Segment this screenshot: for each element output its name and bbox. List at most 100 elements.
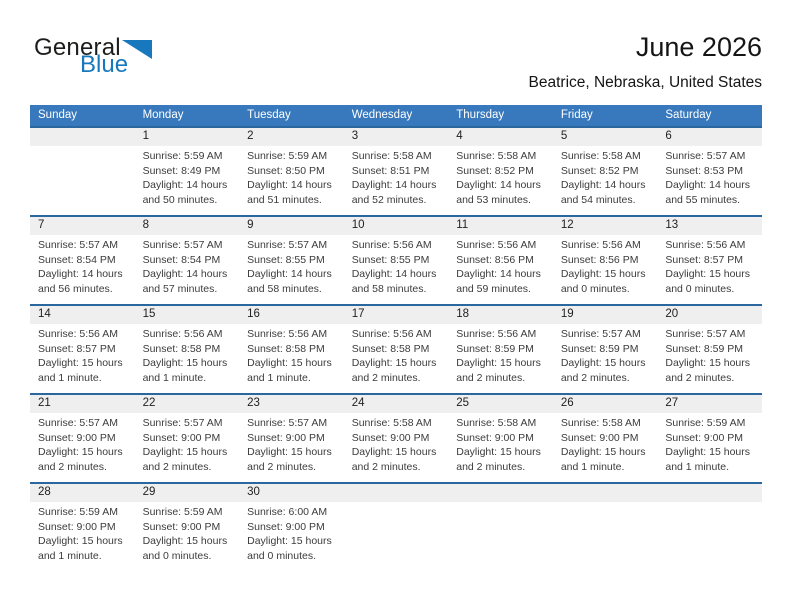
day-detail-line: Sunrise: 5:56 AM <box>351 239 432 251</box>
day-detail-line: Daylight: 14 hours <box>38 268 123 280</box>
calendar-header-row: Sunday Monday Tuesday Wednesday Thursday… <box>30 105 762 127</box>
day-number <box>657 484 762 502</box>
day-detail-line: Daylight: 15 hours <box>456 446 541 458</box>
day-detail-line: Daylight: 15 hours <box>351 357 437 369</box>
day-details: Sunrise: 5:56 AM Sunset: 8:58 PM Daylight:… <box>239 324 344 385</box>
day-number: 22 <box>134 395 240 413</box>
day-detail-line: Sunset: 8:49 PM <box>142 164 221 177</box>
day-cell: 21 Sunrise: 5:57 AM Sunset: 9:00 PM Dayligh… <box>30 394 135 483</box>
day-detail-line: Daylight: 15 hours <box>247 446 332 458</box>
day-detail-line: and 56 minutes. <box>38 282 113 295</box>
day-cell: 19 Sunrise: 5:57 AM Sunset: 8:59 PM Dayligh… <box>552 305 658 394</box>
day-details <box>553 502 658 505</box>
calendar-week-row: 28 Sunrise: 5:59 AM Sunset: 9:00 PM Dayligh… <box>30 483 762 571</box>
day-number: 5 <box>552 128 658 146</box>
day-header-thursday: Thursday <box>448 105 553 127</box>
day-number <box>30 128 135 146</box>
day-detail-line: Sunrise: 5:56 AM <box>38 328 118 340</box>
day-details: Sunrise: 5:56 AM Sunset: 8:58 PM Daylight:… <box>135 324 240 385</box>
day-cell: 5 Sunrise: 5:58 AM Sunset: 8:52 PM Daylight… <box>552 127 658 216</box>
day-detail-line: and 1 minute. <box>38 549 102 562</box>
day-cell: 4 Sunrise: 5:58 AM Sunset: 8:52 PM Daylight… <box>448 127 553 216</box>
day-cell: 13 Sunrise: 5:56 AM Sunset: 8:57 PM Dayligh… <box>657 216 762 305</box>
day-detail-line: Sunrise: 5:58 AM <box>351 417 432 429</box>
day-cell: 2 Sunrise: 5:59 AM Sunset: 8:50 PM Daylight… <box>239 127 344 216</box>
day-cell <box>552 483 658 571</box>
day-detail-line: Sunset: 8:56 PM <box>456 253 534 266</box>
title-block: June 2026 Beatrice, Nebraska, United Sta… <box>202 32 762 92</box>
day-details: Sunrise: 5:58 AM Sunset: 9:00 PM Daylight:… <box>553 413 658 474</box>
day-detail-line: Daylight: 14 hours <box>247 268 332 280</box>
day-detail-line: Daylight: 14 hours <box>142 179 228 191</box>
day-number: 17 <box>343 306 449 324</box>
day-detail-line: and 2 minutes. <box>142 460 212 473</box>
day-detail-line: and 0 minutes. <box>142 549 212 562</box>
day-detail-line: Sunset: 8:53 PM <box>665 164 744 177</box>
calendar-week-row: 7 Sunrise: 5:57 AM Sunset: 8:54 PM Daylight… <box>30 216 762 305</box>
day-detail-line: and 53 minutes. <box>456 193 531 206</box>
day-detail-line: Daylight: 15 hours <box>142 535 228 547</box>
day-detail-line: Sunset: 9:00 PM <box>38 520 116 533</box>
day-cell: 10 Sunrise: 5:56 AM Sunset: 8:55 PM Dayligh… <box>343 216 449 305</box>
day-header-saturday: Saturday <box>657 105 762 127</box>
day-details: Sunrise: 5:59 AM Sunset: 9:00 PM Daylight:… <box>657 413 762 474</box>
day-detail-line: Daylight: 14 hours <box>351 179 437 191</box>
day-header-monday: Monday <box>134 105 240 127</box>
day-cell: 30 Sunrise: 6:00 AM Sunset: 9:00 PM Dayligh… <box>239 483 344 571</box>
day-detail-line: Sunrise: 5:59 AM <box>38 506 118 518</box>
day-detail-line: Daylight: 15 hours <box>38 446 123 458</box>
day-details: Sunrise: 5:56 AM Sunset: 8:57 PM Daylight:… <box>30 324 135 385</box>
day-detail-line: Daylight: 15 hours <box>38 535 123 547</box>
month-title: June 2026 <box>635 32 762 62</box>
day-details: Sunrise: 5:58 AM Sunset: 8:52 PM Daylight:… <box>448 146 553 207</box>
day-number: 4 <box>448 128 553 146</box>
day-cell: 24 Sunrise: 5:58 AM Sunset: 9:00 PM Dayligh… <box>343 394 449 483</box>
day-detail-line: Sunset: 9:00 PM <box>38 431 116 444</box>
day-cell: 16 Sunrise: 5:56 AM Sunset: 8:58 PM Dayligh… <box>239 305 344 394</box>
day-detail-line: and 2 minutes. <box>456 460 526 473</box>
day-detail-line: Sunset: 9:00 PM <box>560 431 639 444</box>
day-number: 28 <box>30 484 135 502</box>
day-detail-line: Sunset: 8:58 PM <box>247 342 325 355</box>
day-detail-line: and 58 minutes. <box>351 282 427 295</box>
day-detail-line: Daylight: 15 hours <box>142 357 228 369</box>
logo-text-blue: Blue <box>80 51 129 78</box>
day-number: 21 <box>30 395 135 413</box>
day-detail-line: Daylight: 14 hours <box>142 268 228 280</box>
day-cell: 14 Sunrise: 5:56 AM Sunset: 8:57 PM Dayligh… <box>30 305 135 394</box>
day-detail-line: Sunrise: 5:56 AM <box>665 239 746 251</box>
day-detail-line: Sunrise: 5:59 AM <box>665 417 746 429</box>
day-number: 26 <box>552 395 658 413</box>
calendar-table: Sunday Monday Tuesday Wednesday Thursday… <box>30 105 762 571</box>
day-number: 11 <box>448 217 553 235</box>
day-number: 6 <box>657 128 762 146</box>
day-detail-line: Sunset: 8:58 PM <box>351 342 430 355</box>
day-detail-line: and 0 minutes. <box>665 282 735 295</box>
day-details: Sunrise: 5:57 AM Sunset: 8:54 PM Daylight:… <box>135 235 240 296</box>
day-number: 30 <box>239 484 344 502</box>
day-number: 13 <box>657 217 762 235</box>
day-details: Sunrise: 5:56 AM Sunset: 8:59 PM Daylight:… <box>448 324 553 385</box>
day-detail-line: Sunrise: 5:56 AM <box>142 328 223 340</box>
day-detail-line: and 55 minutes. <box>665 193 741 206</box>
day-detail-line: Daylight: 15 hours <box>560 268 646 280</box>
day-number: 23 <box>239 395 344 413</box>
day-number: 19 <box>552 306 658 324</box>
day-details <box>344 502 449 505</box>
calendar-week-row: 21 Sunrise: 5:57 AM Sunset: 9:00 PM Dayligh… <box>30 394 762 483</box>
calendar-body: 1 Sunrise: 5:59 AM Sunset: 8:49 PM Daylight… <box>30 127 762 571</box>
day-details: Sunrise: 5:57 AM Sunset: 9:00 PM Daylight:… <box>30 413 135 474</box>
day-number: 14 <box>30 306 135 324</box>
day-detail-line: Sunrise: 5:57 AM <box>142 417 223 429</box>
day-cell: 15 Sunrise: 5:56 AM Sunset: 8:58 PM Dayligh… <box>134 305 240 394</box>
day-detail-line: Sunset: 8:55 PM <box>247 253 325 266</box>
day-detail-line: and 57 minutes. <box>142 282 218 295</box>
day-detail-line: Daylight: 14 hours <box>247 179 332 191</box>
day-number: 20 <box>657 306 762 324</box>
day-detail-line: Daylight: 15 hours <box>665 357 751 369</box>
day-detail-line: Sunset: 8:57 PM <box>665 253 744 266</box>
day-detail-line: Daylight: 15 hours <box>142 446 228 458</box>
day-detail-line: Sunset: 9:00 PM <box>456 431 534 444</box>
day-details: Sunrise: 5:59 AM Sunset: 9:00 PM Daylight:… <box>30 502 135 563</box>
